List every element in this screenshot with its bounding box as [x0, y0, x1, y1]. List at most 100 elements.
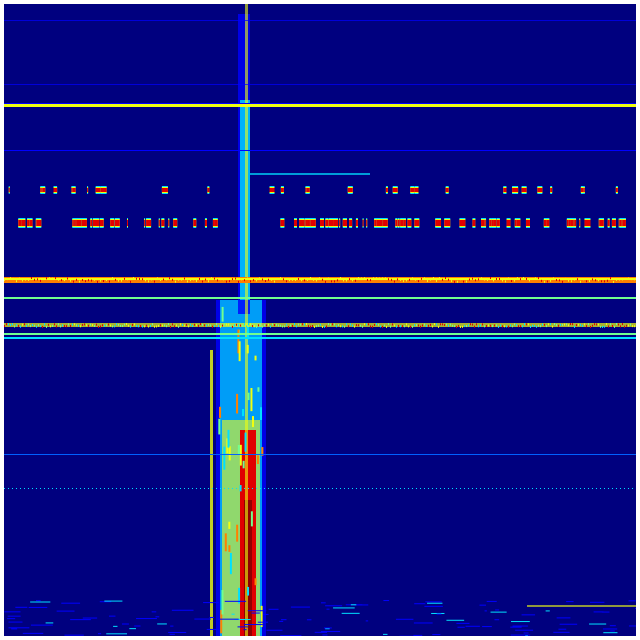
band-noise: [60, 325, 61, 328]
bottom-noise: [414, 603, 426, 605]
band-noise: [224, 323, 225, 326]
band-noise: [433, 277, 434, 280]
line-dotted: [320, 488, 321, 489]
line-dotted: [476, 488, 477, 489]
bottom-noise: [525, 635, 528, 636]
bottom-noise: [490, 611, 507, 613]
bottom-noise: [11, 628, 18, 630]
line-dotted: [372, 488, 373, 489]
band-noise: [284, 325, 285, 328]
band-noise: [364, 323, 365, 326]
signal-texture: [250, 388, 253, 412]
band-noise: [448, 278, 449, 281]
band-noise: [520, 325, 521, 328]
bottom-noise: [22, 632, 44, 634]
band-noise: [373, 277, 374, 280]
line-dotted: [580, 488, 581, 489]
band-noise: [96, 323, 97, 326]
burst-lower: [144, 220, 146, 226]
band-noise: [367, 278, 368, 281]
band-noise: [409, 278, 410, 281]
burst-lower: [374, 220, 377, 226]
line-dotted: [496, 488, 497, 489]
band-noise: [458, 324, 459, 327]
bottom-noise: [243, 629, 247, 631]
band-noise: [184, 277, 185, 280]
band-noise: [220, 325, 221, 328]
band-noise: [118, 279, 119, 282]
band-noise: [139, 277, 140, 280]
bottom-noise: [194, 618, 211, 620]
band-noise: [406, 279, 407, 282]
band-noise: [85, 280, 86, 283]
band-noise: [14, 325, 15, 328]
burst-upper: [521, 188, 527, 192]
band-noise: [142, 278, 143, 281]
line-dotted: [48, 488, 49, 489]
band-noise: [295, 278, 296, 281]
line-dotted: [432, 488, 433, 489]
burst-lower: [381, 220, 388, 226]
band-noise: [571, 280, 572, 283]
band-noise: [58, 278, 59, 281]
burst-upper: [56, 188, 58, 192]
line-bottom-right: [527, 605, 636, 607]
signal-texture: [221, 590, 224, 606]
burst-lower: [161, 220, 165, 226]
bottom-noise: [237, 626, 249, 628]
band-noise: [136, 277, 137, 280]
band-noise: [68, 323, 69, 326]
bottom-noise: [290, 606, 310, 608]
signal-texture: [260, 605, 263, 628]
line-dotted: [620, 488, 621, 489]
band-noise: [482, 323, 483, 326]
band-noise: [472, 323, 473, 326]
band-noise: [13, 277, 14, 280]
band-noise: [583, 278, 584, 281]
signal-texture: [228, 446, 231, 461]
line-dotted: [272, 488, 273, 489]
burst-lower: [27, 220, 30, 226]
bottom-noise: [206, 628, 219, 630]
band-noise: [90, 323, 91, 326]
burst-lower: [543, 220, 547, 226]
line-dotted: [340, 488, 341, 489]
line-dotted: [120, 488, 121, 489]
bottom-noise: [168, 631, 187, 633]
band-noise: [514, 323, 515, 326]
band-noise: [212, 325, 213, 328]
burst-lower: [414, 220, 420, 226]
band-noise: [76, 278, 77, 281]
band-noise: [589, 280, 590, 283]
band-noise: [160, 278, 161, 281]
line-dotted: [128, 488, 129, 489]
bottom-noise: [247, 610, 267, 612]
bottom-noise: [589, 601, 605, 603]
line-dotted: [468, 488, 469, 489]
band-noise: [211, 277, 212, 280]
band-noise: [616, 278, 617, 281]
line-dotted: [632, 488, 633, 489]
band-noise: [200, 323, 201, 326]
burst-upper: [161, 188, 168, 192]
band-noise: [368, 323, 369, 326]
band-noise: [172, 323, 173, 326]
band-noise: [247, 277, 248, 280]
line-dotted: [60, 488, 61, 489]
band-noise: [427, 280, 428, 283]
band-noise: [146, 324, 147, 327]
burst-lower: [204, 220, 207, 226]
line-dotted: [52, 488, 53, 489]
band-noise: [535, 277, 536, 280]
band-noise: [156, 325, 157, 328]
line-dotted: [528, 488, 529, 489]
band-noise: [32, 324, 33, 327]
band-noise: [592, 278, 593, 281]
line-dotted: [192, 488, 193, 489]
band-noise: [48, 323, 49, 326]
spectrogram-image: [4, 4, 636, 636]
signal-texture: [236, 393, 239, 414]
line-dotted: [420, 488, 421, 489]
band-noise: [280, 324, 281, 327]
band-noise: [280, 277, 281, 280]
